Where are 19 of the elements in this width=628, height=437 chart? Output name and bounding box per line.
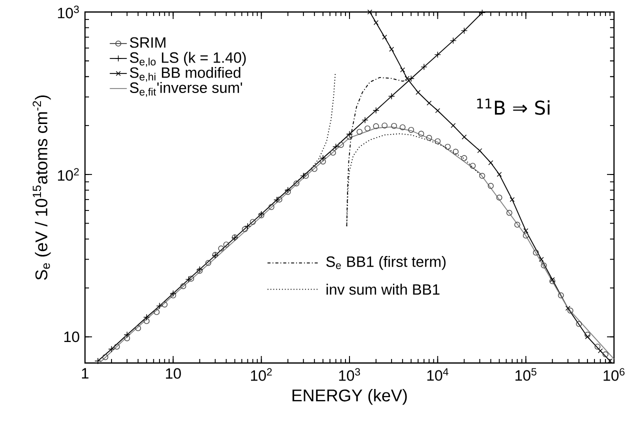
y-tick-label: 10$^{2}$ [58,168,79,181]
x-tick-label: 10$^{2}$ [251,368,272,381]
legend-label: SRIM [130,37,166,48]
y-axis-title: S$_{e}$ (eV / 10$^{15}$atoms cm$^{-2}$) [32,95,51,280]
legend-label: S$_{e,fit}$'inverse sum' [130,82,242,97]
annotation: $^{11}$B ⇒ Si [477,98,550,115]
legend-label: S$_{e}$ BB1 (first term) [326,256,446,270]
x-tick-label: 10$^{6}$ [604,368,625,381]
x-tick-label: 1 [82,368,88,378]
x-tick-label: 10$^{5}$ [516,368,536,381]
y-tick-label: 10$^{3}$ [58,6,79,18]
x-axis-title: ENERGY (keV) [292,389,407,405]
x-tick-label: 10$^{3}$ [339,368,360,381]
x-tick-label: 10$^{4}$ [427,368,448,381]
legend-label: S$_{e,lo}$ LS (k = 1.40) [130,52,246,67]
legend-label: S$_{e,hi}$ BB modified [130,66,240,82]
y-tick-label: 10 [64,332,80,342]
x-tick-label: 10 [166,368,181,379]
legend-label: inv sum with BB1 [326,284,440,295]
